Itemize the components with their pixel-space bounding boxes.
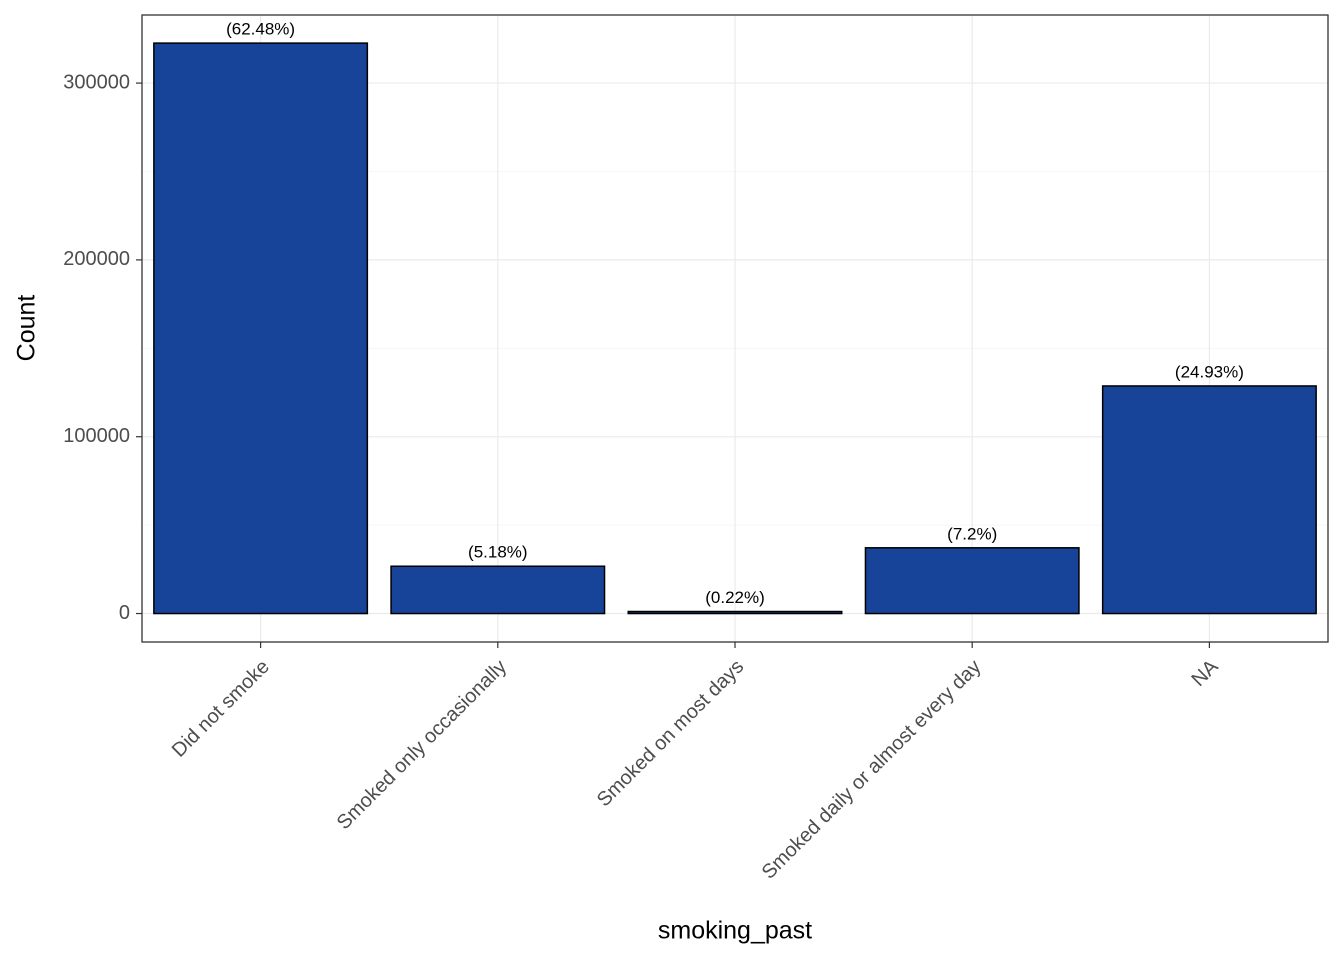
y-axis-title: Count [13, 295, 41, 362]
y-tick-label: 300000 [63, 71, 130, 93]
data-label: (7.2%) [947, 524, 997, 543]
bar [1101, 385, 1317, 615]
y-tick-label: 100000 [63, 425, 130, 447]
y-tick-label: 200000 [63, 248, 130, 270]
data-label: (62.48%) [226, 20, 295, 39]
x-axis-title: smoking_past [658, 917, 812, 945]
bar [390, 565, 606, 615]
data-label: (24.93%) [1175, 362, 1244, 381]
bar [864, 547, 1080, 615]
data-label: (0.22%) [705, 588, 765, 607]
y-tick-label: 0 [119, 602, 130, 624]
data-label: (5.18%) [468, 543, 528, 562]
bar [153, 42, 369, 615]
panel-border [141, 14, 1329, 643]
bar [627, 610, 843, 615]
